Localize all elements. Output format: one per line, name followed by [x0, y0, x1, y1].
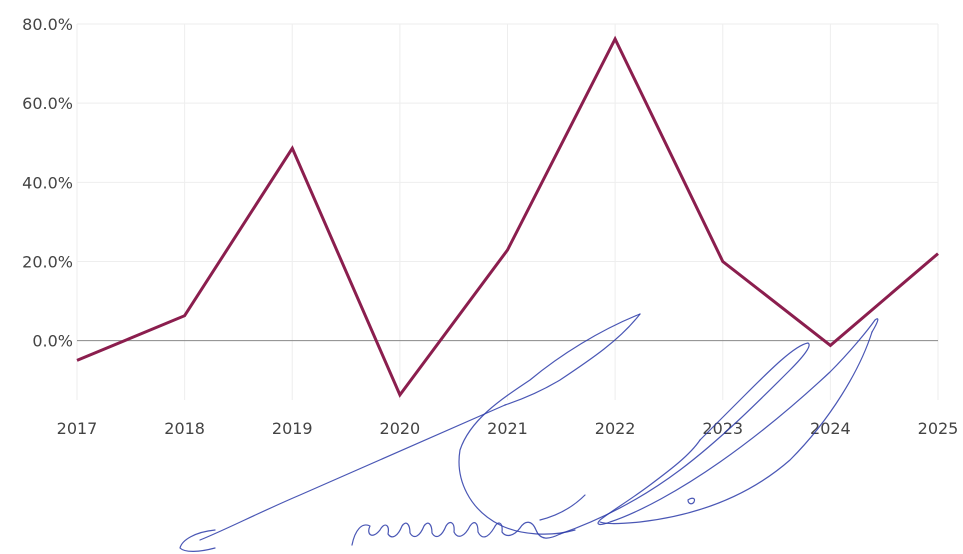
series-line: [76, 35, 939, 398]
x-tick-label: 2021: [487, 419, 528, 438]
y-tick-label: 0.0%: [32, 332, 73, 351]
x-tick-label: 2017: [57, 419, 98, 438]
y-tick-label: 20.0%: [22, 252, 73, 271]
y-tick-label: 80.0%: [22, 15, 73, 34]
y-tick-label: 40.0%: [22, 173, 73, 192]
series-layer: [76, 35, 939, 398]
x-tick-label: 2019: [272, 419, 313, 438]
y-axis-tick-labels: 0.0% 20.0% 40.0% 60.0% 80.0%: [22, 15, 73, 351]
x-tick-label: 2020: [380, 419, 421, 438]
x-tick-label: 2024: [810, 419, 851, 438]
x-gridlines: [76, 24, 939, 400]
y-tick-label: 60.0%: [22, 94, 73, 113]
handwritten-signature: [179, 313, 879, 552]
x-tick-label: 2018: [164, 419, 205, 438]
x-tick-label: 2023: [702, 419, 743, 438]
x-axis-tick-labels: 2017 2018 2019 2020 2021 2022 2023 2024 2025: [57, 419, 959, 438]
x-tick-label: 2025: [918, 419, 959, 438]
x-tick-label: 2022: [595, 419, 636, 438]
